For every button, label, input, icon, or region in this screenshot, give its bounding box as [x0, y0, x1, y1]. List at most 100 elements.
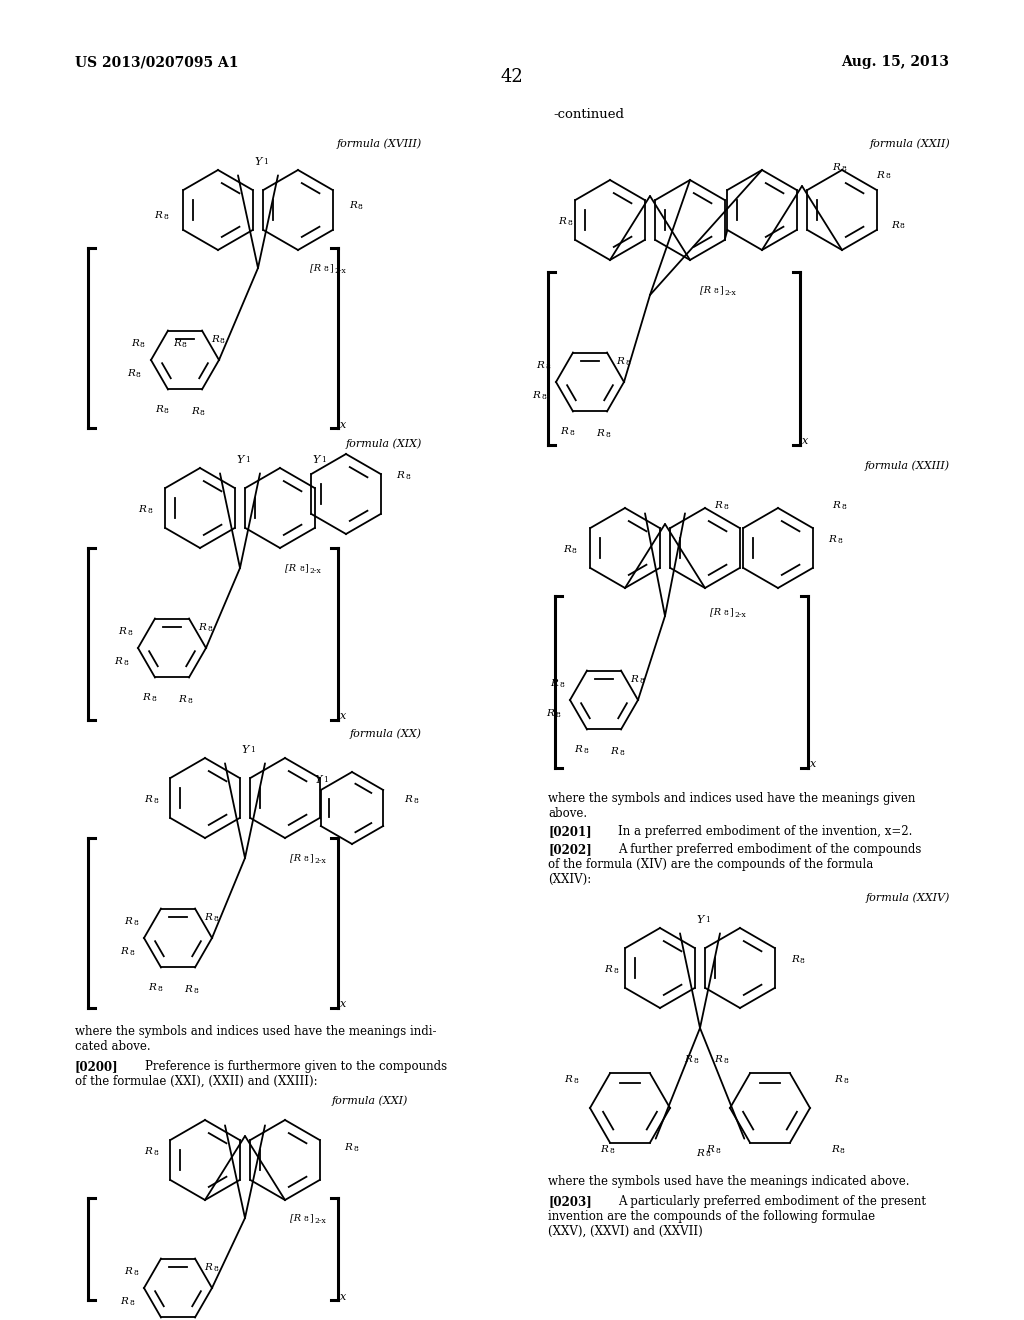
Text: 8: 8 [164, 407, 169, 414]
Text: 2-x: 2-x [314, 857, 326, 865]
Text: 8: 8 [569, 429, 573, 437]
Text: Aug. 15, 2013: Aug. 15, 2013 [841, 55, 949, 69]
Text: of the formulae (XXI), (XXII) and (XXIII):: of the formulae (XXI), (XXII) and (XXIII… [75, 1074, 317, 1088]
Text: R: R [630, 676, 638, 685]
Text: [R: [R [285, 564, 296, 573]
Text: 8: 8 [153, 1148, 158, 1158]
Text: R: R [138, 506, 146, 515]
Text: R: R [610, 747, 617, 756]
Text: where the symbols and indices used have the meanings indi-: where the symbols and indices used have … [75, 1026, 436, 1038]
Text: 8: 8 [304, 855, 309, 863]
Text: R: R [792, 956, 799, 965]
Text: US 2013/0207095 A1: US 2013/0207095 A1 [75, 55, 239, 69]
Text: R: R [600, 1146, 608, 1155]
Text: 1: 1 [321, 455, 326, 465]
Text: 8: 8 [609, 1147, 613, 1155]
Text: ]: ] [729, 607, 733, 616]
Text: 1: 1 [250, 746, 255, 754]
Text: 8: 8 [413, 797, 418, 805]
Text: 8: 8 [157, 985, 162, 993]
Text: R: R [558, 218, 566, 227]
Text: formula (XXIII): formula (XXIII) [865, 459, 950, 470]
Text: 8: 8 [182, 341, 186, 348]
Text: R: R [696, 1148, 703, 1158]
Text: R: R [563, 545, 571, 554]
Text: 8: 8 [841, 503, 846, 511]
Text: 8: 8 [541, 393, 546, 401]
Text: R: R [127, 370, 135, 379]
Text: 8: 8 [123, 659, 128, 667]
Text: Y: Y [237, 455, 244, 465]
Text: R: R [828, 536, 836, 544]
Text: 8: 8 [843, 1077, 848, 1085]
Text: R: R [891, 220, 899, 230]
Text: Y: Y [314, 775, 322, 785]
Text: 8: 8 [573, 1077, 578, 1085]
Text: 8: 8 [693, 1057, 698, 1065]
Text: x: x [802, 436, 808, 446]
Text: R: R [396, 471, 403, 480]
Text: Preference is furthermore given to the compounds: Preference is furthermore given to the c… [145, 1060, 447, 1073]
Text: R: R [835, 1076, 842, 1085]
Text: formula (XVIII): formula (XVIII) [337, 139, 422, 149]
Text: ]: ] [309, 854, 312, 862]
Text: ]: ] [719, 285, 723, 294]
Text: where the symbols used have the meanings indicated above.: where the symbols used have the meanings… [548, 1175, 909, 1188]
Text: 8: 8 [193, 987, 198, 995]
Text: R: R [191, 408, 199, 417]
Text: 42: 42 [501, 69, 523, 86]
Text: R: R [707, 1146, 714, 1155]
Text: x: x [340, 999, 346, 1008]
Text: formula (XX): formula (XX) [350, 729, 422, 739]
Text: R: R [144, 796, 152, 804]
Text: R: R [114, 657, 122, 667]
Text: 8: 8 [559, 681, 564, 689]
Text: where the symbols and indices used have the meanings given: where the symbols and indices used have … [548, 792, 915, 805]
Text: R: R [349, 202, 357, 210]
Text: 8: 8 [136, 371, 141, 379]
Text: 8: 8 [151, 696, 156, 704]
Text: R: R [120, 948, 128, 957]
Text: [0202]: [0202] [548, 843, 592, 855]
Text: R: R [118, 627, 126, 636]
Text: R: R [198, 623, 206, 632]
Text: 8: 8 [140, 341, 144, 348]
Text: R: R [344, 1143, 352, 1152]
Text: 8: 8 [129, 949, 134, 957]
Text: x: x [810, 759, 816, 770]
Text: R: R [184, 986, 191, 994]
Text: R: R [124, 917, 132, 927]
Text: Y: Y [254, 157, 262, 168]
Text: [R: [R [310, 264, 322, 272]
Text: 2-x: 2-x [724, 289, 736, 297]
Text: cated above.: cated above. [75, 1040, 151, 1053]
Text: x: x [340, 1292, 346, 1302]
Text: formula (XXII): formula (XXII) [869, 139, 950, 149]
Text: invention are the compounds of the following formulae: invention are the compounds of the follo… [548, 1210, 876, 1224]
Text: R: R [833, 164, 840, 173]
Text: R: R [211, 335, 219, 345]
Text: [0200]: [0200] [75, 1060, 119, 1073]
Text: -continued: -continued [553, 108, 624, 121]
Text: R: R [204, 1263, 212, 1272]
Text: x: x [340, 420, 346, 430]
Text: R: R [144, 1147, 152, 1156]
Text: R: R [831, 1146, 839, 1155]
Text: Y: Y [312, 455, 319, 465]
Text: 2-x: 2-x [734, 611, 745, 619]
Text: R: R [173, 339, 181, 348]
Text: A particularly preferred embodiment of the present: A particularly preferred embodiment of t… [618, 1195, 926, 1208]
Text: formula (XXI): formula (XXI) [332, 1096, 408, 1106]
Text: 8: 8 [639, 677, 644, 685]
Text: 8: 8 [583, 747, 588, 755]
Text: R: R [131, 339, 139, 348]
Text: 8: 8 [213, 1265, 218, 1272]
Text: R: R [564, 1076, 572, 1085]
Text: 8: 8 [840, 1147, 845, 1155]
Text: 2-x: 2-x [334, 267, 346, 275]
Text: R: R [404, 796, 412, 804]
Text: 8: 8 [837, 537, 842, 545]
Text: R: R [714, 502, 722, 511]
Text: R: R [684, 1056, 692, 1064]
Text: R: R [155, 405, 163, 414]
